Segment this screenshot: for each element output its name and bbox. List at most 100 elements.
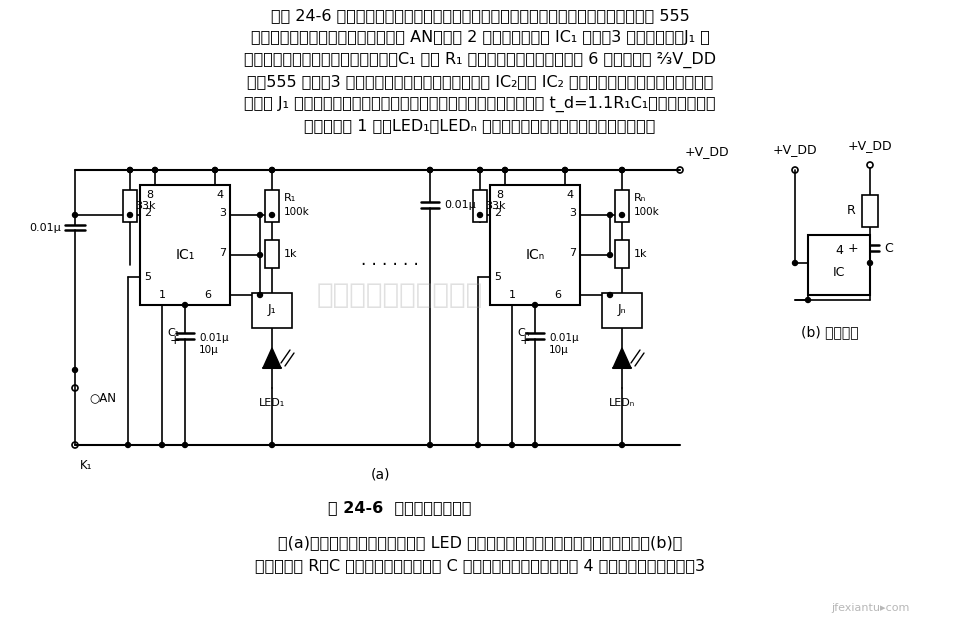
Bar: [123, 190, 137, 222]
Circle shape: [73, 368, 78, 373]
Circle shape: [510, 443, 515, 448]
Circle shape: [805, 297, 810, 302]
Circle shape: [182, 443, 187, 448]
Circle shape: [153, 168, 157, 173]
Text: 1: 1: [158, 290, 165, 300]
Text: (a): (a): [371, 467, 390, 481]
Bar: [615, 190, 629, 222]
Text: 4: 4: [217, 190, 224, 200]
Circle shape: [427, 168, 433, 173]
Text: +V_DD: +V_DD: [685, 145, 730, 158]
Text: · · · · · ·: · · · · · ·: [361, 256, 419, 274]
Text: 2: 2: [494, 208, 501, 218]
Text: +: +: [519, 335, 530, 348]
Text: 33k: 33k: [485, 201, 506, 211]
Text: 6: 6: [555, 290, 562, 300]
Circle shape: [619, 443, 625, 448]
Bar: [140, 185, 230, 305]
Text: R: R: [848, 204, 856, 217]
Circle shape: [427, 443, 433, 448]
Text: +V_DD: +V_DD: [773, 143, 817, 156]
Bar: [490, 185, 580, 305]
Text: 1: 1: [509, 290, 516, 300]
Text: ICₙ: ICₙ: [525, 248, 544, 261]
Circle shape: [212, 168, 218, 173]
Text: Cₙ: Cₙ: [517, 328, 530, 338]
Text: R₁: R₁: [284, 193, 297, 203]
Text: +V_DD: +V_DD: [848, 139, 892, 152]
Text: 6: 6: [204, 290, 211, 300]
Circle shape: [477, 168, 483, 173]
Text: jfexiantu▸com: jfexiantu▸com: [830, 603, 909, 613]
Text: 7: 7: [219, 248, 226, 258]
Text: 0.01μ: 0.01μ: [29, 223, 61, 233]
Circle shape: [212, 168, 218, 173]
Circle shape: [128, 212, 132, 217]
Circle shape: [608, 292, 612, 297]
Circle shape: [257, 212, 262, 217]
Polygon shape: [613, 348, 631, 368]
Text: 发。若 J₁ 闭合，可进行循环监测。每级的延时时间（即测量时间）为 t_d=1.1R₁C₁，图示参数对应: 发。若 J₁ 闭合，可进行循环监测。每级的延时时间（即测量时间）为 t_d=1.…: [244, 96, 716, 112]
Text: +: +: [169, 335, 180, 348]
Circle shape: [159, 443, 164, 448]
Circle shape: [563, 168, 567, 173]
Text: 时，555 复位，3 脚转呈低电平，继而又触发第二级 IC₂，使 IC₂ 置位，接通第二路热电偶，依次触: 时，555 复位，3 脚转呈低电平，继而又触发第二级 IC₂，使 IC₂ 置位，…: [247, 74, 713, 89]
Polygon shape: [263, 348, 281, 368]
Text: 3: 3: [219, 208, 226, 218]
Bar: [602, 293, 642, 328]
Text: K₁: K₁: [80, 459, 92, 472]
Circle shape: [270, 168, 275, 173]
Text: 100k: 100k: [284, 207, 310, 217]
Circle shape: [270, 212, 275, 217]
Text: 33k: 33k: [135, 201, 156, 211]
Text: (b) 改进电路: (b) 改进电路: [802, 325, 859, 339]
Text: 8: 8: [146, 190, 154, 200]
Circle shape: [153, 168, 157, 173]
Text: 2: 2: [144, 208, 151, 218]
Text: ○AN: ○AN: [89, 391, 116, 404]
Text: C: C: [884, 242, 893, 255]
Text: 0.01μ: 0.01μ: [549, 333, 579, 343]
Text: LEDₙ: LEDₙ: [609, 398, 636, 408]
Text: Jₙ: Jₙ: [617, 304, 626, 317]
Circle shape: [270, 443, 275, 448]
Text: 5: 5: [144, 272, 151, 282]
Circle shape: [533, 302, 538, 307]
Text: 5: 5: [494, 272, 501, 282]
Circle shape: [608, 212, 612, 217]
Text: 示。在接入 R、C 网络后，开机时，由于 C 上电压不能突变，使复位端 4 脚处于强制复位状态，3: 示。在接入 R、C 网络后，开机时，由于 C 上电压不能突变，使复位端 4 脚处…: [255, 558, 705, 573]
Text: 合，将该通道的热电偶接通。同时，C₁ 通过 R₁ 对其充电，当充电电压达到 6 脚阙值电平 ⅔V_DD: 合，将该通道的热电偶接通。同时，C₁ 通过 R₁ 对其充电，当充电电压达到 6 …: [244, 52, 716, 68]
Text: 如图 24-6 所示，该电路用于在对多路温度测试时，切换对应通道的热电偶。各路均以 555: 如图 24-6 所示，该电路用于在对多路温度测试时，切换对应通道的热电偶。各路均…: [271, 8, 689, 23]
Text: 7: 7: [569, 248, 576, 258]
Text: IC: IC: [833, 266, 845, 279]
Text: Rₙ: Rₙ: [634, 193, 646, 203]
Circle shape: [619, 212, 625, 217]
Bar: [473, 190, 487, 222]
Text: LED₁: LED₁: [259, 398, 285, 408]
Bar: [252, 293, 292, 328]
Bar: [808, 235, 870, 295]
Bar: [265, 190, 279, 222]
Text: 1k: 1k: [634, 249, 647, 259]
Text: 3: 3: [569, 208, 576, 218]
Bar: [265, 240, 279, 268]
Bar: [615, 240, 629, 268]
Text: 的延时约为 1 秒。LED₁～LEDₙ 发光二极管也依次发亮，作为监测指示。: 的延时约为 1 秒。LED₁～LEDₙ 发光二极管也依次发亮，作为监测指示。: [304, 118, 656, 133]
Circle shape: [477, 212, 483, 217]
Text: 0.01μ: 0.01μ: [444, 200, 476, 210]
Circle shape: [427, 168, 433, 173]
Circle shape: [608, 253, 612, 258]
Circle shape: [619, 168, 625, 173]
Text: 1k: 1k: [284, 249, 298, 259]
Text: 4: 4: [835, 243, 843, 256]
Text: C₁: C₁: [168, 328, 180, 338]
Circle shape: [128, 168, 132, 173]
Text: IC₁: IC₁: [176, 248, 195, 261]
Text: 图 24-6  多路温度测试电路: 图 24-6 多路温度测试电路: [328, 500, 471, 515]
Circle shape: [270, 168, 275, 173]
Text: +: +: [848, 242, 858, 255]
Circle shape: [502, 168, 508, 173]
Circle shape: [128, 168, 132, 173]
Circle shape: [73, 212, 78, 217]
Circle shape: [868, 260, 873, 266]
